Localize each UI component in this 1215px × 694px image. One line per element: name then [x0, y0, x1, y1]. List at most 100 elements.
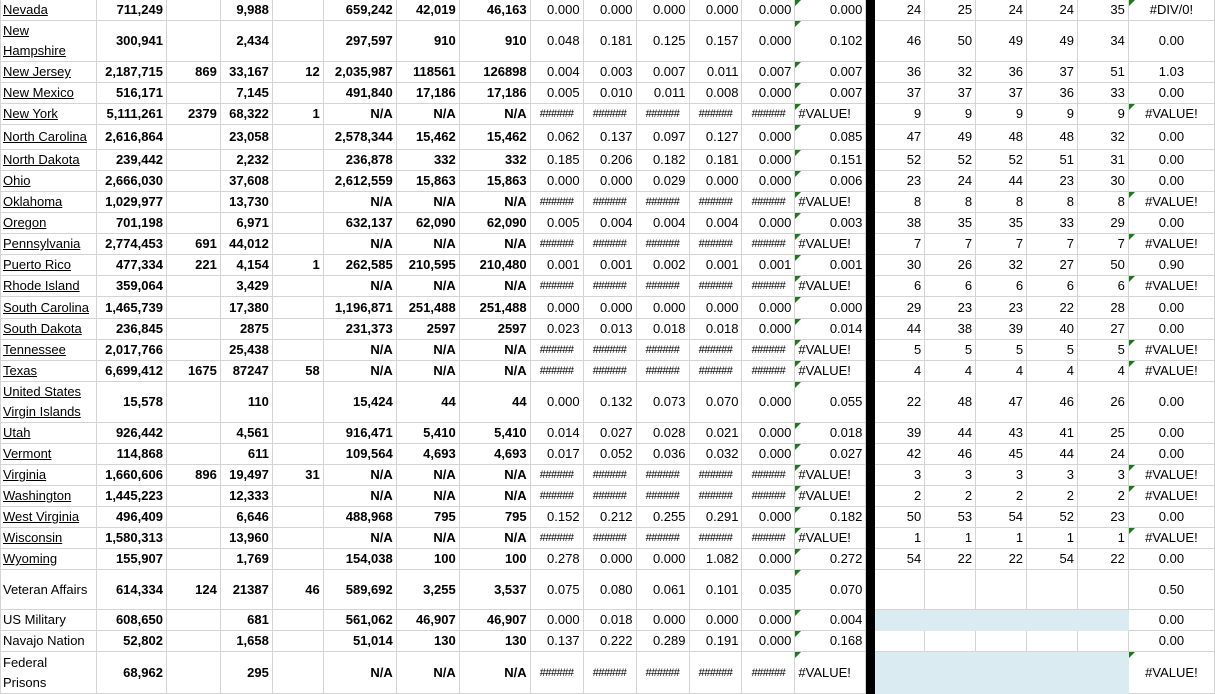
- state-link[interactable]: New York: [3, 106, 58, 121]
- cell-rate-4[interactable]: 0.004: [688, 212, 743, 234]
- cell-rank-3[interactable]: 36: [975, 61, 1028, 83]
- cell-rank-3[interactable]: 49: [975, 20, 1028, 62]
- cell-col-c[interactable]: [165, 296, 221, 319]
- cell-rate-2[interactable]: ######: [582, 651, 637, 694]
- cell-rate-3[interactable]: 0.036: [635, 443, 690, 465]
- cell-rank-4[interactable]: 40: [1026, 318, 1078, 340]
- cell-ratio[interactable]: 0.50: [1127, 569, 1215, 610]
- cell-col-c[interactable]: [165, 609, 221, 631]
- cell-col-e[interactable]: 31: [271, 464, 324, 486]
- cell-active[interactable]: N/A: [395, 339, 460, 361]
- cell-ratio[interactable]: #VALUE!: [1127, 103, 1215, 125]
- cell-deaths[interactable]: 17,380: [219, 296, 273, 319]
- cell-recovered[interactable]: 589,692: [322, 569, 397, 610]
- cell-total-cases[interactable]: 15,578: [95, 381, 167, 423]
- cell-rate-1[interactable]: 0.048: [529, 20, 584, 62]
- cell-col-e[interactable]: 58: [271, 360, 324, 382]
- cell-rank-2[interactable]: 2: [924, 485, 977, 507]
- cell-rate-3[interactable]: 0.000: [635, 0, 690, 21]
- cell-rate-avg[interactable]: 0.070: [794, 569, 867, 610]
- cell-rank-5[interactable]: 32: [1076, 124, 1129, 150]
- cell-active-2[interactable]: 332: [458, 149, 531, 171]
- state-link[interactable]: South Carolina: [3, 299, 89, 315]
- row-name-cell[interactable]: West Virginia: [0, 506, 97, 528]
- cell-rate-5[interactable]: 0.000: [741, 630, 796, 652]
- cell-col-c[interactable]: [165, 275, 221, 297]
- cell-active-2[interactable]: 44: [458, 381, 531, 423]
- cell-active-2[interactable]: 100: [458, 548, 531, 570]
- cell-deaths[interactable]: 33,167: [219, 61, 273, 83]
- cell-rate-2[interactable]: 0.181: [582, 20, 637, 62]
- cell-col-e[interactable]: [271, 339, 324, 361]
- cell-rank-2[interactable]: 32: [924, 61, 977, 83]
- cell-total-cases[interactable]: 1,029,977: [95, 191, 167, 213]
- cell-col-e[interactable]: [271, 381, 324, 423]
- cell-active[interactable]: 332: [395, 149, 460, 171]
- cell-rank-1[interactable]: 46: [874, 20, 926, 62]
- cell-rate-4[interactable]: 0.001: [688, 254, 743, 276]
- cell-rate-avg[interactable]: #VALUE!: [794, 527, 867, 549]
- row-name-cell[interactable]: New Hampshire: [0, 20, 97, 62]
- cell-active[interactable]: 15,863: [395, 170, 460, 192]
- cell-rate-avg[interactable]: #VALUE!: [794, 339, 867, 361]
- cell-recovered[interactable]: N/A: [322, 191, 397, 213]
- cell-rate-5[interactable]: 0.000: [741, 381, 796, 423]
- cell-active-2[interactable]: 15,462: [458, 124, 531, 150]
- cell-rate-avg[interactable]: 0.006: [794, 170, 867, 192]
- cell-rank-4[interactable]: [1026, 569, 1078, 610]
- cell-active-2[interactable]: 62,090: [458, 212, 531, 234]
- cell-deaths[interactable]: 9,988: [219, 0, 273, 21]
- cell-rate-avg[interactable]: 0.007: [794, 61, 867, 83]
- cell-total-cases[interactable]: 155,907: [95, 548, 167, 570]
- cell-active[interactable]: 100: [395, 548, 460, 570]
- cell-rate-1[interactable]: ######: [529, 275, 584, 297]
- cell-col-c[interactable]: 896: [165, 464, 221, 486]
- cell-rank-3[interactable]: 23: [975, 296, 1028, 319]
- cell-rank-1[interactable]: 44: [874, 318, 926, 340]
- cell-rate-1[interactable]: ######: [529, 527, 584, 549]
- cell-active-2[interactable]: 130: [458, 630, 531, 652]
- cell-deaths[interactable]: 295: [219, 651, 273, 694]
- state-link[interactable]: Tennessee: [3, 342, 66, 357]
- cell-rate-2[interactable]: 0.206: [582, 149, 637, 171]
- cell-rate-5[interactable]: ######: [741, 527, 796, 549]
- cell-rate-5[interactable]: 0.000: [741, 296, 796, 319]
- cell-rate-avg[interactable]: 0.000: [794, 296, 867, 319]
- cell-rank-2[interactable]: 53: [924, 506, 977, 528]
- cell-ratio[interactable]: 0.00: [1127, 548, 1215, 570]
- cell-rank-4[interactable]: 6: [1026, 275, 1078, 297]
- cell-rate-3[interactable]: 0.125: [635, 20, 690, 62]
- cell-deaths[interactable]: 6,646: [219, 506, 273, 528]
- cell-rate-2[interactable]: 0.137: [582, 124, 637, 150]
- cell-rate-avg[interactable]: 0.151: [794, 149, 867, 171]
- cell-col-e[interactable]: [271, 422, 324, 444]
- cell-rank-4[interactable]: 27: [1026, 254, 1078, 276]
- cell-rank-2[interactable]: 7: [924, 233, 977, 255]
- cell-recovered[interactable]: 51,014: [322, 630, 397, 652]
- row-name-cell[interactable]: Utah: [0, 422, 97, 444]
- cell-rank-3[interactable]: 37: [975, 82, 1028, 104]
- cell-active-2[interactable]: N/A: [458, 275, 531, 297]
- cell-rank-5[interactable]: 31: [1076, 149, 1129, 171]
- cell-rank-5[interactable]: 1: [1076, 527, 1129, 549]
- cell-rate-4[interactable]: 0.000: [688, 170, 743, 192]
- cell-rank-2[interactable]: 6: [924, 275, 977, 297]
- cell-total-cases[interactable]: 68,962: [95, 651, 167, 694]
- cell-rank-1[interactable]: 38: [874, 212, 926, 234]
- cell-active[interactable]: 44: [395, 381, 460, 423]
- cell-rate-3[interactable]: 0.002: [635, 254, 690, 276]
- cell-rate-2[interactable]: 0.000: [582, 548, 637, 570]
- cell-total-cases[interactable]: 711,249: [95, 0, 167, 21]
- cell-deaths[interactable]: 1,658: [219, 630, 273, 652]
- cell-rate-3[interactable]: 0.289: [635, 630, 690, 652]
- cell-col-e[interactable]: [271, 506, 324, 528]
- cell-recovered[interactable]: 632,137: [322, 212, 397, 234]
- cell-rate-5[interactable]: 0.000: [741, 124, 796, 150]
- cell-col-c[interactable]: [165, 191, 221, 213]
- cell-recovered[interactable]: 262,585: [322, 254, 397, 276]
- cell-active-2[interactable]: 3,537: [458, 569, 531, 610]
- cell-rank-3[interactable]: 43: [975, 422, 1028, 444]
- cell-recovered[interactable]: N/A: [322, 527, 397, 549]
- cell-rate-2[interactable]: 0.132: [582, 381, 637, 423]
- cell-rank-5[interactable]: 33: [1076, 82, 1129, 104]
